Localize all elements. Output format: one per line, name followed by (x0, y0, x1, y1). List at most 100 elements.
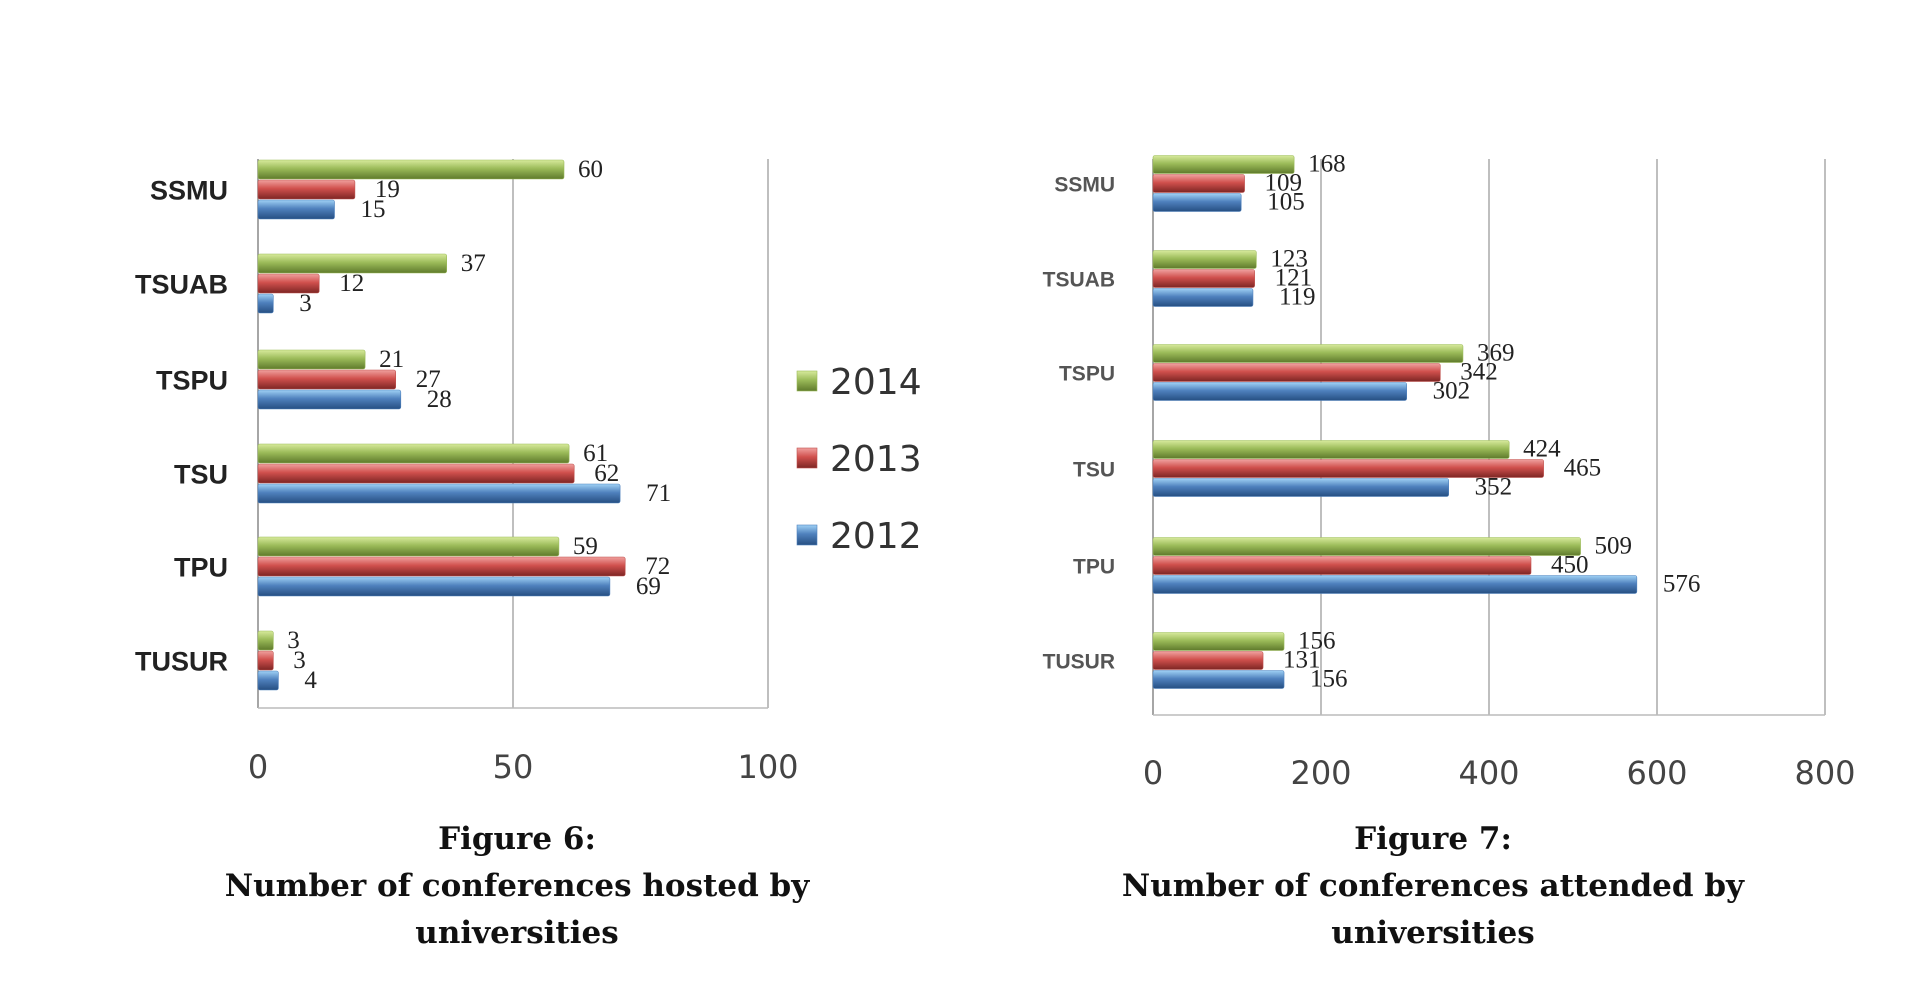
bar-2014 (257, 159, 565, 180)
data-label: 3 (299, 290, 312, 317)
data-label: 71 (646, 480, 671, 507)
category-label: TUSUR (1043, 650, 1115, 673)
data-label: 28 (427, 386, 452, 413)
data-label: 352 (1475, 474, 1513, 501)
data-label: 123 (1270, 246, 1308, 273)
category-label: TSPU (1059, 362, 1115, 385)
legend-swatch-2014 (796, 370, 818, 392)
x-tick-label: 600 (1626, 754, 1687, 792)
data-label: 156 (1298, 628, 1336, 655)
x-tick-label: 100 (737, 748, 798, 786)
data-label: 60 (578, 156, 603, 183)
figure-7-label: Figure 7: (1354, 821, 1512, 857)
bar-2012 (257, 483, 621, 504)
bar-2013 (1152, 556, 1532, 575)
bar-2014 (257, 253, 447, 274)
bar-2013 (1152, 363, 1441, 382)
data-label: 62 (594, 460, 619, 487)
bar-2012 (1152, 193, 1242, 212)
category-label: TPU (174, 552, 228, 582)
category-label: SSMU (1054, 173, 1115, 196)
data-label: 576 (1663, 571, 1701, 598)
category-label: SSMU (150, 175, 228, 205)
bar-2012 (1152, 478, 1449, 497)
bar-2013 (257, 273, 320, 294)
category-label: TSU (1073, 458, 1115, 481)
bar-2013 (257, 556, 626, 577)
bar-2014 (1152, 632, 1285, 651)
legend-label: 2013 (830, 439, 922, 480)
data-label: 109 (1265, 170, 1303, 197)
data-label: 168 (1308, 151, 1346, 178)
category-label: TSUAB (135, 269, 228, 299)
bar-2013 (1152, 174, 1245, 193)
data-label: 37 (461, 250, 486, 277)
legend-swatch-2012 (796, 524, 818, 546)
x-tick-label: 800 (1794, 754, 1855, 792)
category-label: TSPU (156, 365, 228, 395)
bar-2014 (1152, 250, 1257, 269)
bar-2014 (257, 443, 570, 464)
data-label: 61 (583, 440, 608, 467)
x-tick-label: 50 (493, 748, 534, 786)
data-label: 12 (339, 270, 364, 297)
figure-7-title-line2: universities (1331, 915, 1535, 951)
bar-2012 (257, 293, 274, 314)
bar-2012 (257, 199, 335, 220)
data-label: 72 (645, 553, 670, 580)
data-label: 21 (379, 346, 404, 373)
data-label: 15 (361, 196, 386, 223)
figure-6-title-line2: universities (415, 915, 619, 951)
bar-2013 (1152, 459, 1544, 478)
data-label: 369 (1477, 340, 1515, 367)
bar-2013 (257, 650, 274, 671)
figure-6-title-line1: Number of conferences hosted by (224, 868, 810, 904)
category-label: TPU (1073, 555, 1115, 578)
data-label: 3 (293, 647, 306, 674)
data-label: 424 (1523, 436, 1561, 463)
bar-2014 (1152, 344, 1464, 363)
category-label: TSUAB (1043, 268, 1115, 291)
legend-label: 2012 (830, 516, 922, 557)
data-label: 121 (1275, 265, 1313, 292)
category-label: TSU (174, 459, 228, 489)
figure-7-title-line1: Number of conferences attended by (1121, 868, 1745, 904)
data-label: 3 (287, 627, 300, 654)
bar-2014 (257, 630, 274, 651)
bar-2014 (1152, 537, 1581, 556)
x-tick-label: 400 (1458, 754, 1519, 792)
bar-2013 (1152, 269, 1255, 288)
figure-6-label: Figure 6: (438, 821, 596, 857)
bar-2014 (1152, 440, 1510, 459)
data-label: 105 (1267, 189, 1305, 216)
data-label: 302 (1433, 378, 1471, 405)
bar-2014 (257, 349, 366, 370)
bar-2012 (257, 389, 402, 410)
legend: 2014 2013 2012 (796, 362, 922, 557)
data-label: 59 (573, 533, 598, 560)
data-label: 119 (1279, 284, 1316, 311)
data-label: 450 (1551, 552, 1589, 579)
figure-6-caption: Figure 6: Number of conferences hosted b… (137, 816, 897, 957)
bar-2012 (1152, 575, 1638, 594)
bar-2013 (1152, 651, 1264, 670)
bar-2014 (257, 536, 560, 557)
bar-2014 (1152, 155, 1295, 174)
bar-2012 (257, 670, 279, 691)
legend-label: 2014 (830, 362, 922, 403)
bar-2013 (257, 369, 396, 390)
data-label: 69 (636, 573, 661, 600)
bar-2013 (257, 179, 356, 200)
data-label: 4 (304, 667, 317, 694)
bar-2012 (1152, 670, 1285, 689)
data-label: 156 (1310, 666, 1348, 693)
x-tick-label: 0 (1143, 754, 1163, 792)
bar-2012 (1152, 382, 1407, 401)
x-tick-label: 0 (248, 748, 268, 786)
data-label: 465 (1564, 455, 1602, 482)
data-label: 342 (1460, 359, 1498, 386)
category-label: TUSUR (135, 646, 228, 676)
